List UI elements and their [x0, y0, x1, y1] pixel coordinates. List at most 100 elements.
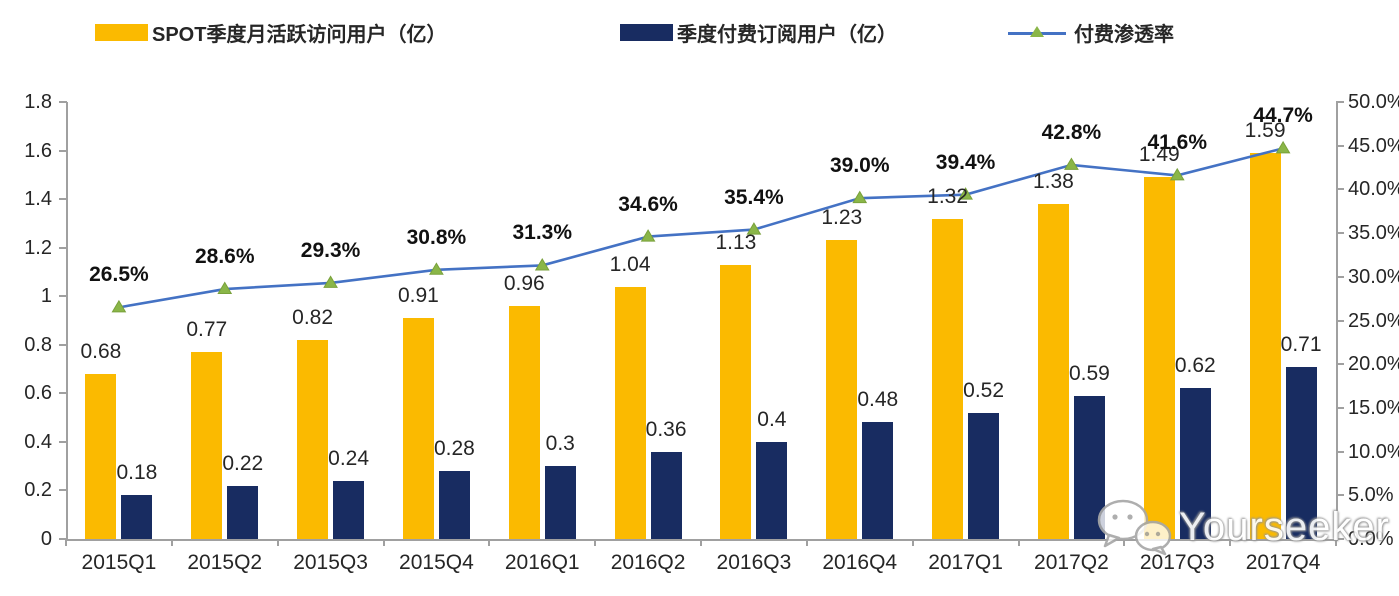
x-axis-tick [488, 539, 491, 546]
bar-label-series0-2017Q1: 1.32 [927, 184, 969, 208]
y-axis-right-tick [1336, 494, 1344, 497]
y-axis-left-tick [59, 538, 67, 540]
y-axis-right-tick [1336, 406, 1344, 409]
y-axis-left-label: 1 [40, 285, 52, 308]
bar-label-series1-2016Q2: 0.36 [645, 417, 687, 441]
x-axis-tick [1335, 539, 1337, 546]
y-axis-left-tick [59, 295, 67, 298]
pct-label-2016Q2: 34.6% [618, 192, 678, 216]
bar-series0-2017Q1 [932, 218, 964, 539]
triangle-marker-2017Q2 [1064, 157, 1079, 170]
y-axis-left-line [66, 102, 68, 540]
triangle-marker-2015Q1 [111, 299, 127, 313]
legend-swatch-1 [620, 23, 673, 41]
x-axis-tick [1229, 539, 1232, 546]
pct-label-2016Q4: 39.0% [829, 154, 890, 178]
bar-label-series1-2017Q4: 0.71 [1280, 332, 1322, 356]
bar-label-series1-2015Q1: 0.18 [116, 461, 158, 485]
legend-item-1: 季度付费订阅用户（亿） [620, 20, 897, 46]
y-axis-left-tick [59, 440, 67, 443]
bar-label-series0-2015Q2: 0.77 [186, 318, 228, 342]
x-axis-tick [276, 539, 279, 546]
y-axis-left-tick [59, 392, 67, 395]
bar-series1-2016Q1 [544, 466, 576, 539]
bar-label-series1-2016Q1: 0.3 [545, 432, 575, 456]
bar-label-series1-2017Q2: 0.59 [1068, 361, 1110, 385]
y-axis-left-tick [59, 149, 67, 152]
y-axis-right-tick [1336, 232, 1344, 235]
bar-series0-2015Q3 [297, 339, 329, 539]
x-axis-label-2017Q4: 2017Q4 [1245, 551, 1321, 574]
bar-series1-2016Q4 [862, 422, 894, 539]
y-axis-right-tick [1336, 188, 1344, 191]
x-axis-label-2015Q2: 2015Q2 [187, 551, 263, 574]
bar-label-series0-2017Q2: 1.38 [1032, 169, 1074, 193]
bar-series1-2015Q2 [227, 485, 259, 539]
legend-item-0: SPOT季度月活跃访问用户（亿） [95, 20, 446, 46]
triangle-marker-2015Q2 [217, 281, 233, 295]
bar-label-series1-2017Q3: 0.62 [1174, 354, 1216, 378]
pct-label-2015Q3: 29.3% [300, 238, 361, 262]
y-axis-left-label: 0.6 [24, 382, 52, 405]
x-axis-label-2017Q3: 2017Q3 [1139, 551, 1215, 574]
bar-label-series0-2017Q3: 1.49 [1138, 143, 1180, 167]
legend-line-marker-2 [1008, 24, 1066, 41]
x-axis-label-2016Q4: 2016Q4 [822, 551, 898, 574]
bar-series0-2015Q1 [85, 373, 117, 539]
y-axis-right-tick [1336, 363, 1344, 366]
y-axis-left-label: 0.4 [24, 430, 52, 453]
bar-series1-2015Q4 [438, 471, 470, 539]
legend-item-2: 付费渗透率 [1008, 20, 1174, 46]
bar-label-series0-2016Q2: 1.04 [609, 252, 651, 276]
y-axis-left-tick [59, 246, 67, 249]
bar-label-series1-2015Q4: 0.28 [433, 437, 475, 461]
y-axis-left-label: 0 [40, 528, 52, 550]
bar-series0-2016Q1 [508, 305, 540, 539]
y-axis-left-tick [59, 489, 67, 492]
y-axis-right-tick [1336, 538, 1344, 540]
x-axis-label-2017Q2: 2017Q2 [1034, 551, 1109, 574]
x-axis-tick [65, 539, 67, 546]
y-axis-right-tick [1336, 101, 1344, 103]
bar-label-series1-2015Q3: 0.24 [328, 446, 370, 470]
legend-label-2: 付费渗透率 [1074, 23, 1174, 46]
bar-series0-2015Q2 [191, 352, 223, 539]
bar-series1-2016Q2 [650, 451, 682, 539]
y-axis-right-label: 10.0% [1348, 440, 1399, 463]
triangle-marker-2015Q3 [323, 275, 338, 288]
bar-label-series1-2015Q2: 0.22 [222, 451, 264, 475]
legend-swatch-0 [95, 23, 148, 41]
x-axis-label-2016Q1: 2016Q1 [504, 551, 580, 574]
y-axis-right-label: 50.0% [1348, 91, 1399, 113]
pct-label-2017Q3: 41.6% [1147, 131, 1208, 155]
y-axis-left-label: 0.2 [24, 479, 52, 502]
penetration-line [118, 147, 1284, 309]
bar-label-series1-2017Q1: 0.52 [963, 378, 1005, 402]
y-axis-left-tick [59, 198, 67, 201]
x-axis-tick [1017, 539, 1020, 546]
y-axis-right-tick [1336, 450, 1344, 453]
y-axis-right-label: 40.0% [1348, 178, 1399, 201]
x-axis-tick [805, 539, 808, 546]
watermark-text: Yourseeker [1179, 504, 1390, 549]
pct-label-2017Q1: 39.4% [935, 150, 996, 174]
bar-series0-2015Q4 [402, 318, 434, 539]
triangle-marker-2017Q4 [1275, 140, 1291, 154]
x-axis-line [66, 539, 1338, 541]
bar-series1-2017Q3 [1179, 388, 1211, 539]
x-axis-label-2016Q2: 2016Q2 [610, 551, 686, 574]
x-axis-label-2015Q4: 2015Q4 [399, 551, 474, 574]
triangle-marker-2016Q1 [534, 257, 550, 271]
y-axis-right-label: 0.0% [1348, 528, 1394, 550]
watermark: Yourseeker [1095, 498, 1390, 556]
bar-series1-2017Q4 [1285, 366, 1317, 539]
y-axis-right-label: 15.0% [1348, 396, 1399, 419]
y-axis-left-label: 1.8 [24, 91, 52, 113]
y-axis-right-tick [1336, 275, 1344, 278]
y-axis-right-tick [1336, 319, 1344, 322]
x-axis-tick [594, 539, 597, 546]
y-axis-left-label: 0.8 [24, 333, 52, 356]
bar-label-series0-2015Q3: 0.82 [292, 305, 334, 329]
bar-series1-2016Q3 [756, 441, 788, 539]
y-axis-left-label: 1.2 [24, 236, 52, 259]
